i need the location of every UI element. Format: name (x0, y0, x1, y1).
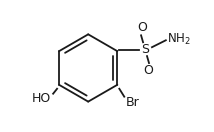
Text: O: O (137, 21, 147, 34)
Text: Br: Br (125, 96, 139, 109)
Text: NH$_2$: NH$_2$ (167, 32, 191, 47)
Text: HO: HO (32, 92, 51, 105)
Text: O: O (143, 64, 153, 77)
Text: S: S (141, 43, 149, 56)
